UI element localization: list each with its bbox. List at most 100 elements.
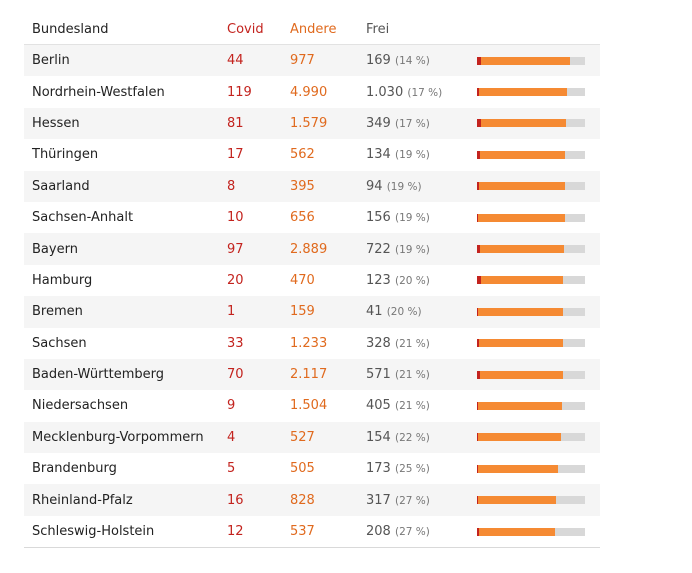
covid-count: 8: [227, 178, 236, 194]
frei-cell: 328 (21 %): [366, 328, 477, 359]
frei-percent: (21 %): [394, 337, 430, 350]
bundesland-name: Hessen: [32, 115, 80, 131]
bar-segment-andere: [479, 88, 567, 97]
header-bundesland: Bundesland: [32, 21, 109, 37]
frei-cell: 722 (19 %): [366, 233, 477, 264]
frei-cell: 317 (27 %): [366, 484, 477, 515]
bar-segment-covid: [477, 56, 481, 65]
frei-percent: (27 %): [394, 494, 430, 507]
bar-segment-covid: [477, 401, 478, 410]
frei-percent: (17 %): [394, 117, 430, 130]
bar-segment-covid: [477, 339, 480, 348]
bundesland-name: Baden-Württemberg: [32, 367, 164, 383]
table-row: Niedersachsen 9 1.504 405 (21 %): [24, 390, 600, 421]
frei-cell: 41 (20 %): [366, 296, 477, 327]
frei-cell: 154 (22 %): [366, 422, 477, 453]
andere-count: 505: [290, 461, 315, 477]
andere-count: 2.889: [290, 241, 328, 257]
bar-cell: [477, 296, 600, 327]
bar-cell: [477, 422, 600, 453]
frei-percent: (25 %): [394, 463, 430, 476]
frei-count: 154: [366, 429, 391, 445]
bar-cell: [477, 171, 600, 202]
table-row: Brandenburg 5 505 173 (25 %): [24, 453, 600, 484]
bundesland-name: Berlin: [32, 53, 70, 69]
andere-count: 395: [290, 178, 315, 194]
table-row: Bremen 1 159 41 (20 %): [24, 296, 600, 328]
covid-count: 9: [227, 398, 236, 414]
andere-count: 828: [290, 492, 315, 508]
bar-segment-covid: [477, 88, 480, 97]
frei-percent: (21 %): [394, 369, 430, 382]
frei-percent: (19 %): [394, 149, 430, 162]
stacked-bar: [477, 245, 585, 254]
andere-count: 562: [290, 147, 315, 163]
frei-cell: 94 (19 %): [366, 171, 477, 202]
stacked-bar: [477, 182, 585, 191]
bundesland-name: Schleswig-Holstein: [32, 524, 155, 540]
bar-segment-andere: [479, 370, 563, 379]
frei-cell: 156 (19 %): [366, 202, 477, 233]
icu-occupancy-table: Bundesland Covid Andere Frei Berlin 44 977…: [24, 14, 600, 548]
bar-segment-covid: [477, 150, 480, 159]
covid-count: 119: [227, 84, 252, 100]
covid-count: 5: [227, 461, 236, 477]
icu-table-container: Bundesland Covid Andere Frei Berlin 44 977…: [24, 14, 600, 548]
bundesland-name: Bremen: [32, 304, 83, 320]
bar-segment-covid: [477, 213, 479, 222]
stacked-bar: [477, 496, 585, 505]
frei-count: 156: [366, 210, 391, 226]
bar-segment-andere: [478, 182, 565, 191]
andere-count: 656: [290, 210, 315, 226]
andere-count: 1.233: [290, 335, 328, 351]
bar-segment-covid: [477, 496, 479, 505]
frei-percent: (20 %): [394, 274, 430, 287]
stacked-bar: [477, 464, 585, 473]
andere-count: 159: [290, 304, 315, 320]
stacked-bar: [477, 401, 585, 410]
bundesland-name: Bayern: [32, 241, 78, 257]
bar-segment-andere: [477, 464, 558, 473]
frei-count: 41: [366, 304, 383, 320]
stacked-bar: [477, 370, 585, 379]
stacked-bar: [477, 433, 585, 442]
bundesland-name: Brandenburg: [32, 461, 117, 477]
stacked-bar: [477, 527, 585, 536]
stacked-bar: [477, 56, 585, 65]
frei-percent: (22 %): [394, 431, 430, 444]
frei-count: 134: [366, 147, 391, 163]
table-row: Hessen 81 1.579 349 (17 %): [24, 107, 600, 140]
frei-count: 571: [366, 367, 391, 383]
frei-percent: (20 %): [386, 306, 422, 319]
bar-cell: [477, 328, 600, 359]
bundesland-name: Rheinland-Pfalz: [32, 492, 133, 508]
frei-count: 94: [366, 178, 383, 194]
stacked-bar: [477, 339, 585, 348]
stacked-bar: [477, 307, 585, 316]
table-row: Thüringen 17 562 134 (19 %): [24, 139, 600, 170]
frei-count: 405: [366, 398, 391, 414]
bar-segment-covid: [477, 182, 479, 191]
table-row: Schleswig-Holstein 12 537 208 (27 %): [24, 516, 600, 548]
bar-segment-andere: [478, 213, 565, 222]
frei-cell: 571 (21 %): [366, 359, 477, 390]
stacked-bar: [477, 150, 585, 159]
stacked-bar: [477, 213, 585, 222]
frei-cell: 1.030 (17 %): [366, 76, 477, 107]
header-covid: Covid: [227, 21, 264, 37]
bar-cell: [477, 359, 600, 390]
table-row: Mecklenburg-Vorpommern 4 527 154 (22 %): [24, 421, 600, 454]
covid-count: 4: [227, 429, 236, 445]
frei-count: 722: [366, 241, 391, 257]
frei-percent: (27 %): [394, 526, 430, 539]
bar-segment-covid: [477, 245, 480, 254]
table-row: Hamburg 20 470 123 (20 %): [24, 265, 600, 296]
frei-percent: (14 %): [394, 55, 430, 68]
bar-cell: [477, 233, 600, 264]
bar-segment-covid: [477, 307, 478, 316]
bundesland-name: Sachsen: [32, 335, 87, 351]
frei-count: 169: [366, 53, 391, 69]
bar-segment-andere: [481, 119, 567, 128]
header-bar-column: [477, 14, 600, 45]
andere-count: 470: [290, 272, 315, 288]
